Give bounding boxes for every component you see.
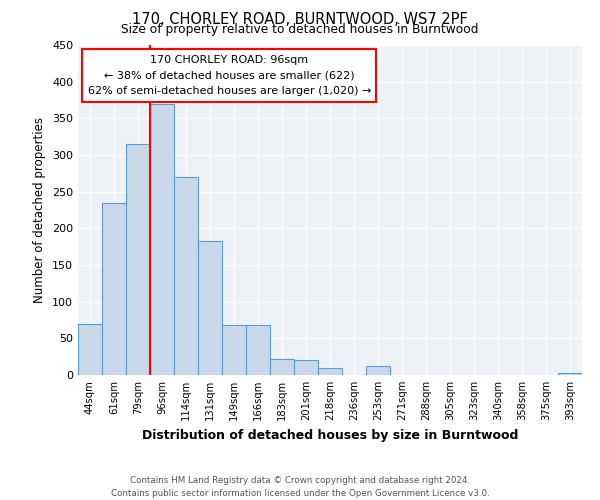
X-axis label: Distribution of detached houses by size in Burntwood: Distribution of detached houses by size … (142, 428, 518, 442)
Bar (366, 366, 390, 375)
Bar (222, 325, 246, 375)
Bar (270, 359, 294, 375)
Text: 170, CHORLEY ROAD, BURNTWOOD, WS7 2PF: 170, CHORLEY ROAD, BURNTWOOD, WS7 2PF (132, 12, 468, 28)
Bar (558, 373, 582, 375)
Text: 170 CHORLEY ROAD: 96sqm
← 38% of detached houses are smaller (622)
62% of semi-d: 170 CHORLEY ROAD: 96sqm ← 38% of detache… (88, 55, 371, 96)
Y-axis label: Number of detached properties: Number of detached properties (34, 117, 46, 303)
Bar (318, 368, 342, 375)
Bar (150, 104, 174, 375)
Bar (78, 324, 102, 375)
Bar (102, 202, 126, 375)
Text: Contains HM Land Registry data © Crown copyright and database right 2024.
Contai: Contains HM Land Registry data © Crown c… (110, 476, 490, 498)
Bar (198, 241, 222, 375)
Bar (294, 360, 318, 375)
Bar (126, 144, 150, 375)
Bar (174, 177, 198, 375)
Bar (246, 325, 270, 375)
Text: Size of property relative to detached houses in Burntwood: Size of property relative to detached ho… (121, 24, 479, 36)
